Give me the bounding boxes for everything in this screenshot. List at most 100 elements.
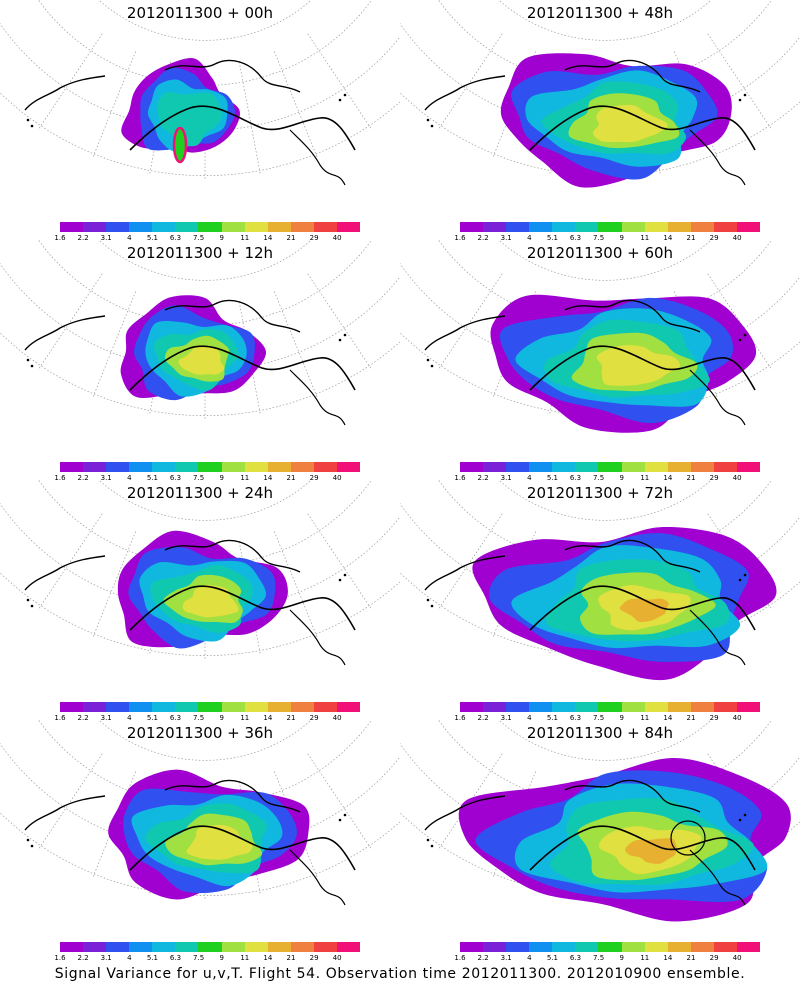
variance-map — [0, 720, 400, 906]
variance-contour — [592, 104, 668, 143]
colorbar-tick-label: 2.2 — [477, 714, 489, 722]
colorbar-swatch — [83, 702, 107, 712]
colorbar-swatch — [221, 222, 245, 232]
island-dot — [26, 358, 30, 362]
colorbar-swatch — [267, 942, 291, 952]
graticule-line — [92, 291, 136, 399]
island-dot — [430, 124, 434, 128]
map-panel-72h: 2012011300 + 72h 1.6 2.2 3.1 4 5.1 6.3 7.5 9 11 1… — [400, 480, 800, 722]
graticule-line — [0, 332, 400, 416]
colorbar-tick-label: 29 — [709, 954, 719, 962]
island-dot — [743, 333, 747, 337]
map-panel-84h: 2012011300 + 84h 1.6 2.2 3.1 4 5.1 6.3 7.5 9 11 1… — [400, 720, 800, 962]
variance-map — [0, 240, 400, 426]
colorbar-swatch — [575, 462, 599, 472]
colorbar-tick-label: 40 — [332, 474, 342, 482]
island-dot — [743, 813, 747, 817]
colorbar-swatch — [621, 702, 645, 712]
colorbar-swatch — [529, 702, 553, 712]
colorbar-swatch — [83, 222, 107, 232]
coastline — [129, 345, 356, 391]
colorbar-swatch — [736, 942, 761, 952]
colorbar-tick-label: 7.5 — [593, 474, 605, 482]
colorbar-tick-label: 1.6 — [454, 714, 466, 722]
colorbar-tick-label: 2.2 — [477, 234, 489, 242]
island-dot — [426, 838, 430, 842]
colorbar-swatch — [290, 462, 314, 472]
colorbar-tick-label: 3.1 — [100, 714, 112, 722]
graticule-line — [307, 273, 372, 370]
colorbar-tick-label: 4 — [127, 234, 132, 242]
colorbar-tick-label: 9 — [219, 474, 224, 482]
panel-title: 2012011300 + 60h — [526, 244, 674, 262]
graticule-line — [274, 531, 318, 639]
graticule-line — [0, 92, 400, 176]
colorbar-tick-label: 7.5 — [593, 234, 605, 242]
colorbar-tick-label: 4 — [527, 714, 532, 722]
panel-title: 2012011300 + 36h — [126, 724, 274, 742]
colorbar-tick-label: 2.2 — [477, 954, 489, 962]
colorbar-tick-label: 4 — [127, 714, 132, 722]
panel-title: 2012011300 + 00h — [126, 4, 274, 22]
graticule-line — [38, 513, 103, 610]
graticule-line — [92, 531, 136, 639]
colorbar-swatch — [575, 222, 599, 232]
colorbar-swatch — [83, 942, 107, 952]
colorbar-swatch — [460, 222, 484, 232]
island-dot — [738, 818, 742, 822]
colorbar-tick-label: 1.6 — [54, 474, 66, 482]
coastline — [689, 129, 746, 186]
colorbar-swatch — [336, 222, 361, 232]
variance-contour — [186, 825, 253, 860]
panel-title: 2012011300 + 12h — [126, 244, 274, 262]
colorbar-tick-label: 3.1 — [100, 954, 112, 962]
colorbar-swatch — [129, 702, 153, 712]
island-dot — [30, 124, 34, 128]
colorbar-swatch — [713, 222, 737, 232]
island-dot — [26, 118, 30, 122]
island-dot — [738, 578, 742, 582]
colorbar-swatch — [198, 702, 222, 712]
colorbar-tick-label: 21 — [686, 474, 696, 482]
colorbar-swatch — [690, 702, 714, 712]
colorbar-swatch — [152, 462, 176, 472]
colorbar-tick-label: 21 — [686, 954, 696, 962]
island-dot — [430, 364, 434, 368]
colorbar — [60, 462, 361, 474]
colorbar — [60, 222, 361, 234]
colorbar-tick-label: 5.1 — [546, 474, 558, 482]
coastline — [529, 345, 756, 391]
graticule-line — [98, 240, 312, 281]
colorbar-tick-label: 21 — [286, 714, 296, 722]
coastline — [564, 59, 701, 93]
panel-title: 2012011300 + 24h — [126, 484, 274, 502]
variance-contour — [625, 838, 677, 864]
coastline — [689, 369, 746, 426]
graticule-line — [498, 720, 712, 761]
colorbar-swatch — [175, 702, 199, 712]
colorbar-swatch — [667, 942, 691, 952]
colorbar-swatch — [736, 462, 761, 472]
colorbar-swatch — [598, 702, 622, 712]
colorbar-swatch — [690, 942, 714, 952]
figure-caption: Signal Variance for u,v,T. Flight 54. Ob… — [54, 966, 746, 982]
map-panel-00h: 2012011300 + 00h 1.6 2.2 3.1 4 5.1 6.3 7.5 9 11 1… — [0, 0, 400, 242]
colorbar-swatch — [644, 702, 668, 712]
island-dot — [30, 844, 34, 848]
colorbar-swatch — [129, 222, 153, 232]
colorbar-tick-label: 11 — [240, 714, 250, 722]
colorbar-swatch — [313, 222, 337, 232]
coastline — [529, 825, 756, 871]
colorbar-tick-label: 6.3 — [569, 714, 582, 722]
colorbar-swatch — [198, 942, 222, 952]
coastline — [24, 315, 106, 351]
colorbar-swatch — [598, 462, 622, 472]
map-panel-60h: 2012011300 + 60h 1.6 2.2 3.1 4 5.1 6.3 7.5 9 11 1… — [400, 240, 800, 482]
colorbar-tick-label: 40 — [332, 954, 342, 962]
graticule-line — [438, 513, 503, 610]
colorbar-tick-label: 3.1 — [500, 714, 512, 722]
colorbar-swatch — [290, 702, 314, 712]
colorbar-tick-label: 4 — [527, 234, 532, 242]
colorbar-tick-label: 2.2 — [77, 714, 89, 722]
colorbar-swatch — [644, 222, 668, 232]
